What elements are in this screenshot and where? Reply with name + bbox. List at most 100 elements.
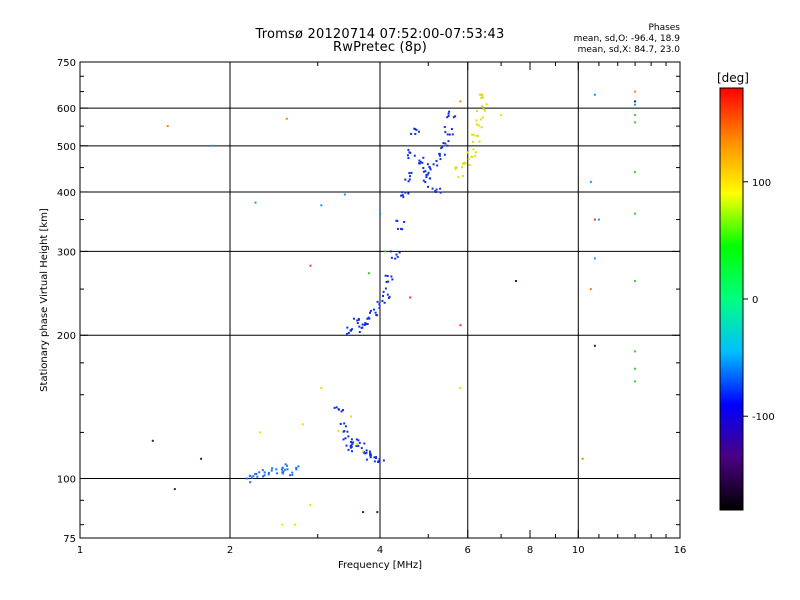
echo-point [427,171,430,174]
echo-point [255,473,258,475]
echo-point [438,152,441,155]
echo-point [383,301,386,304]
echo-point [245,477,248,480]
echo-point [468,164,471,166]
x-tick-label: 2 [227,545,233,556]
echo-point [378,303,381,305]
echo-point [479,118,482,121]
echo-point [390,275,393,278]
echo-point [634,90,637,93]
echo-point [386,293,389,296]
echo-point [439,187,442,190]
echo-point [384,287,387,290]
echo-point [396,255,399,258]
echo-point [343,430,346,433]
echo-point [401,228,404,231]
echo-point [351,450,353,453]
echo-point [256,475,259,478]
echo-point [467,158,470,161]
grid-lines [80,62,680,538]
echo-point [350,444,352,447]
echo-point [356,322,359,325]
echo-point [454,115,457,118]
y-tick-label: 100 [57,475,76,486]
echo-point [472,140,474,143]
echo-point [443,153,446,156]
echo-point [478,140,481,143]
echo-point [351,328,353,331]
echo-point [387,280,390,283]
echo-point [344,437,347,440]
echo-point [350,415,353,418]
echo-point [387,297,390,299]
echo-point [368,450,371,453]
echo-point [281,471,284,474]
echo-point [342,438,345,441]
echo-point [286,464,288,467]
echo-point [448,133,451,136]
echo-point [252,475,255,478]
echo-point [476,135,479,138]
echo-point [374,311,377,314]
echo-point [435,160,438,162]
echo-point [450,128,453,130]
echo-point [250,476,253,479]
echo-point [395,219,398,222]
stats-o-mode: mean, sd,O: -96.4, 18.9 [573,34,680,44]
echo-point [410,171,413,174]
echo-point [365,449,368,452]
echo-point [375,457,377,459]
echo-point [370,454,372,457]
echo-point [634,367,637,370]
echo-point [263,474,266,477]
echo-point [345,444,348,447]
echo-point [291,473,294,476]
echo-point [344,425,347,428]
echo-point [357,444,360,447]
echo-point [634,212,637,215]
colorbar: [deg] -100 0 100 [717,71,775,511]
x-tick-label: 8 [527,545,533,556]
echo-point [634,103,637,106]
echo-point [404,191,407,194]
echo-point [401,191,404,194]
echo-point [476,110,479,112]
echo-point [394,257,397,260]
echo-point [347,435,350,438]
echo-point [369,452,372,455]
echo-point [337,429,340,432]
echo-point [358,325,361,328]
echo-point [400,194,403,197]
echo-point [248,474,251,477]
echo-point [478,93,481,96]
echo-point [373,308,375,311]
echo-point [343,422,346,425]
stats-x-mode: mean, sd,X: 84.7, 23.0 [577,45,680,55]
echo-point [388,295,391,298]
echo-point [439,191,442,194]
echo-point [474,151,477,154]
echo-point [431,187,434,190]
echo-point [309,264,312,267]
echo-point [426,163,429,166]
echo-point [401,194,404,197]
echo-point [271,467,274,470]
echo-point [428,166,431,169]
echo-point [358,331,361,333]
echo-point [441,146,444,149]
echo-point [258,471,261,474]
echo-point [320,204,323,207]
echo-point [320,386,323,389]
echo-point [349,329,352,332]
colorbar-tick-label: 0 [752,295,758,306]
echo-point [422,179,425,182]
echo-point [364,452,367,455]
echo-point [425,176,428,179]
echo-point [422,170,425,173]
y-tick-label: 400 [57,188,76,199]
echo-point [409,175,411,178]
echo-point [281,466,284,469]
echo-point [484,109,487,112]
echo-point [373,460,376,463]
chart-subtitle: RwPretec (8p) [333,40,427,55]
